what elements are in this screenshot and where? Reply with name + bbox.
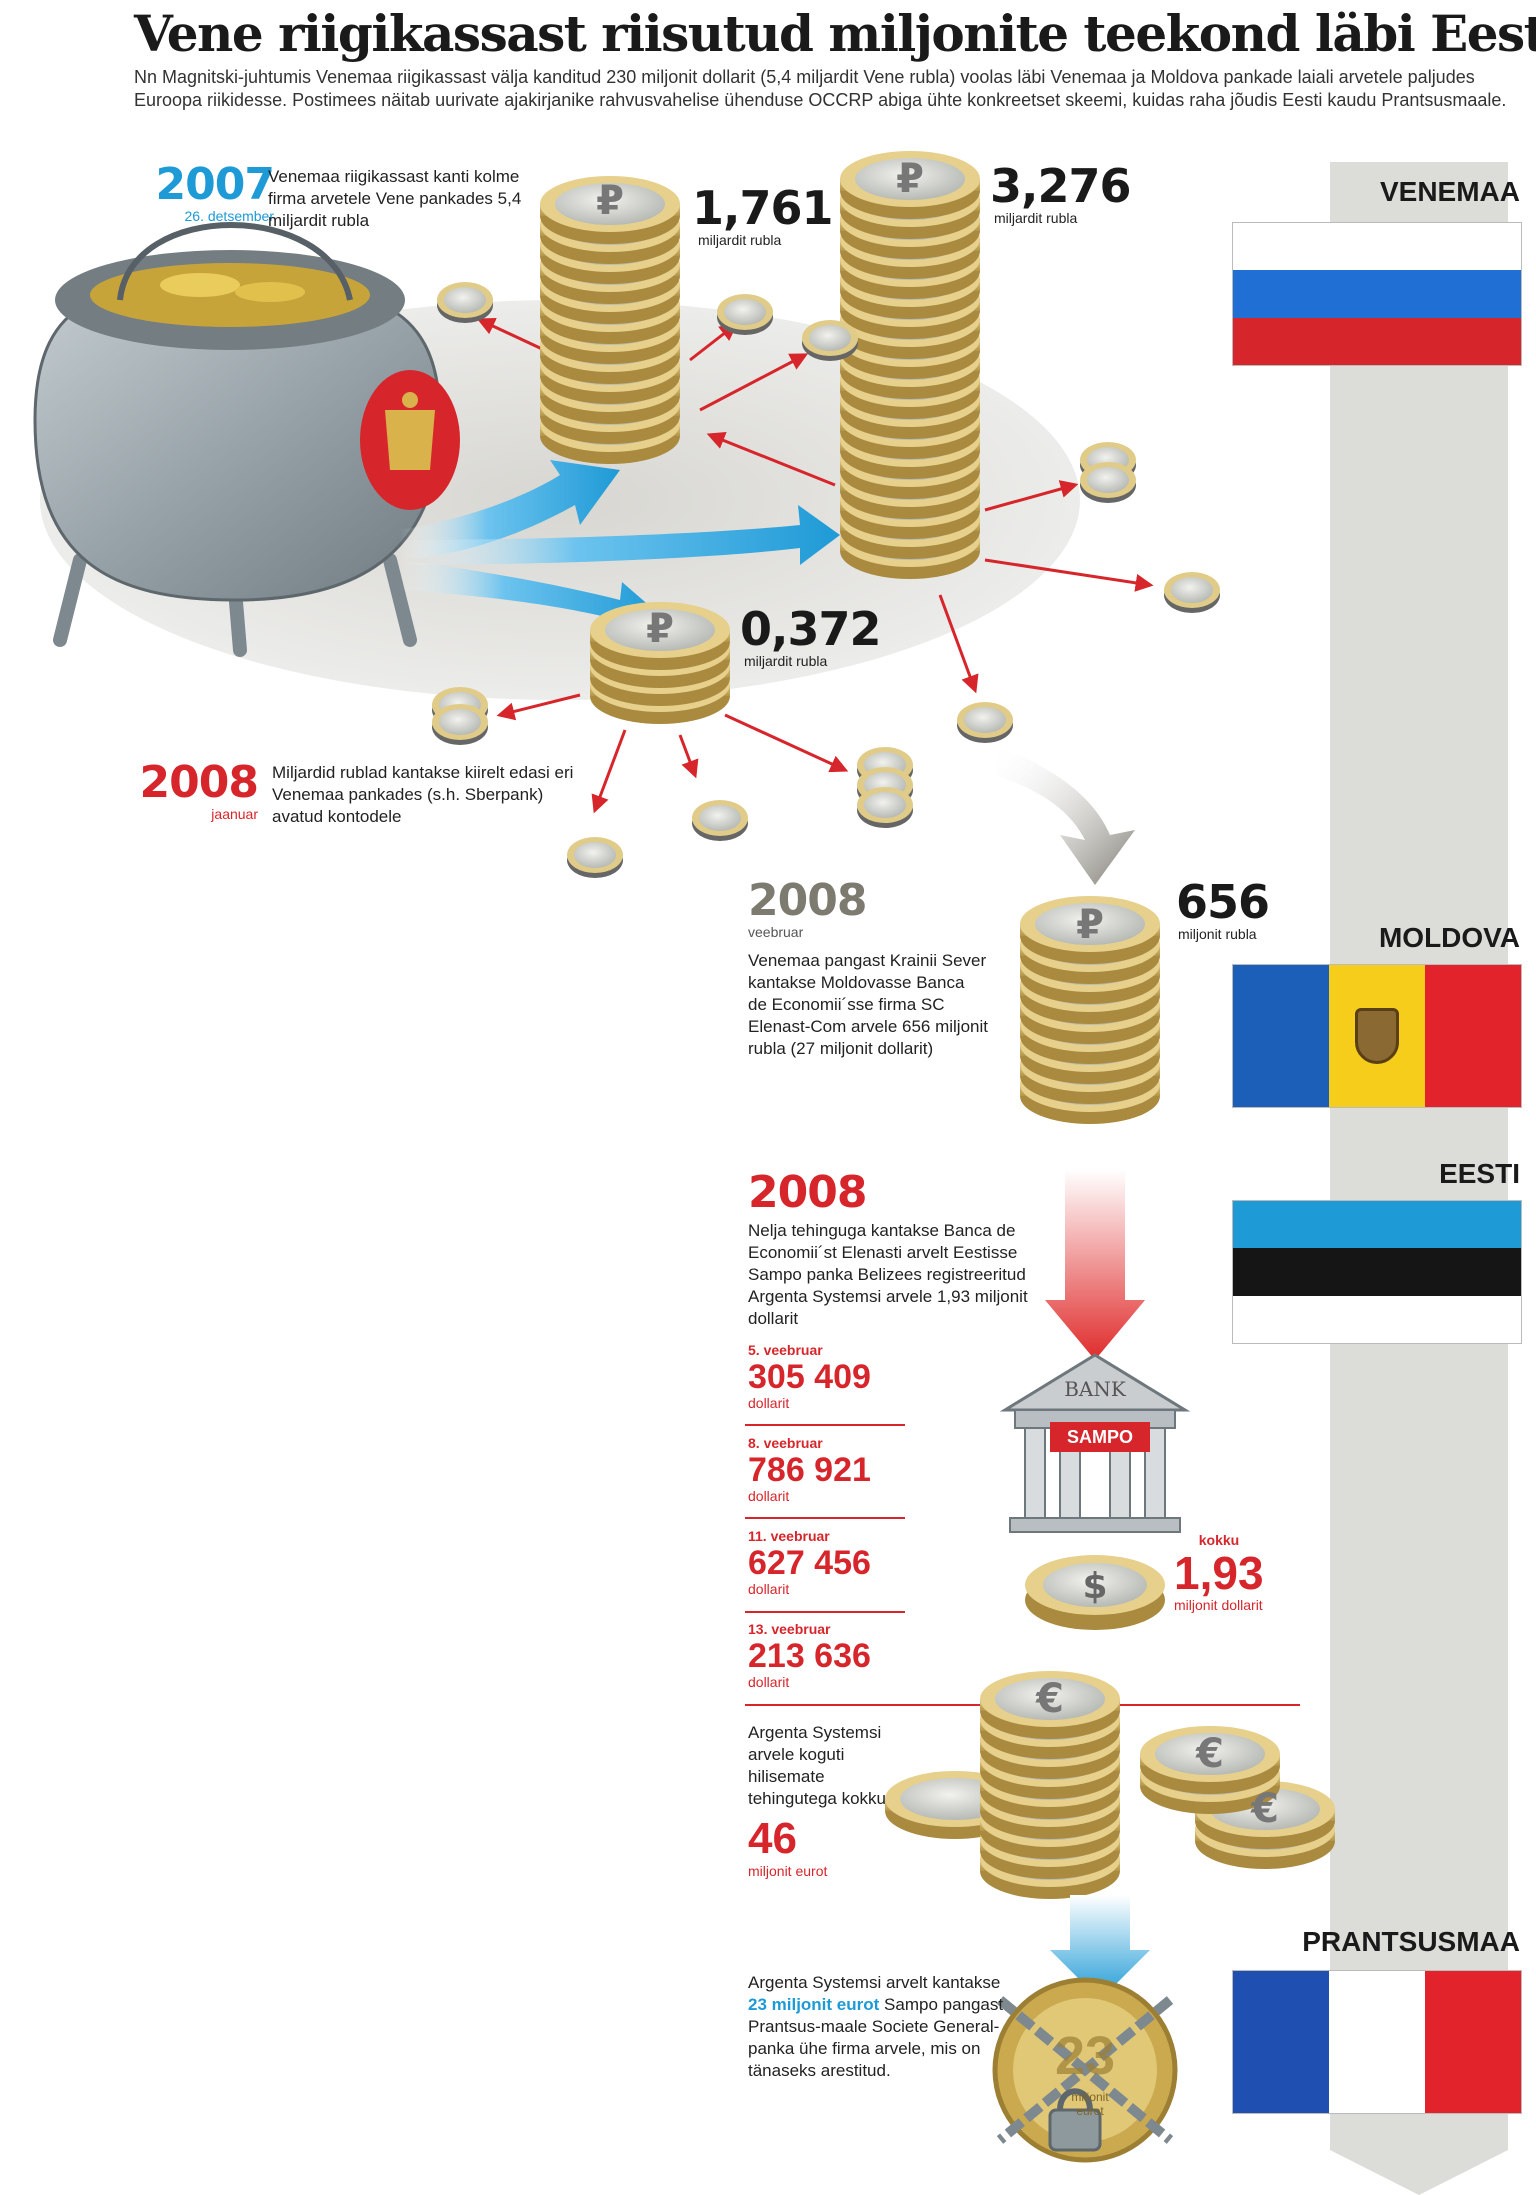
locked-coin-unit: miljonit eurot: [1060, 2090, 1120, 2118]
transaction-value: 305 409: [748, 1358, 871, 1396]
transaction-item: 5. veebruar 305 409 dollarit: [748, 1342, 918, 1435]
argenta-text: Argenta Systemsi arvele koguti hilisemat…: [748, 1723, 886, 1808]
event-2008-january-text: Miljardid rublad kantakse kiirelt edasi …: [272, 763, 574, 826]
amount-unit: miljardit rubla: [744, 653, 828, 669]
transaction-value: 786 921: [748, 1451, 871, 1489]
amount-value: 656: [1176, 875, 1270, 929]
gray-curved-arrow: [995, 745, 1135, 885]
event-year: 2008: [748, 875, 867, 926]
red-down-arrow: [1045, 1170, 1145, 1360]
country-label-estonia: EESTI: [1439, 1158, 1520, 1189]
amount-total: kokku 1,93 miljonit dollarit: [1174, 1532, 1314, 1613]
flag-estonia-icon: [1232, 1200, 1522, 1344]
bank-sign: BANK: [1064, 1377, 1126, 1401]
transaction-unit: dollarit: [748, 1674, 790, 1690]
transaction-date: 5. veebruar: [748, 1342, 823, 1358]
flag-russia-icon: [1232, 222, 1522, 366]
sampo-bank-icon: [999, 1353, 1191, 1533]
total-unit: miljonit dollarit: [1174, 1597, 1263, 1613]
amount-value: 0,372: [740, 602, 882, 656]
total-label: kokku: [1198, 1532, 1240, 1548]
transaction-item: 13. veebruar 213 636 dollarit: [748, 1621, 918, 1714]
event-text: Venemaa pangast Krainii Sever kantakse M…: [748, 951, 988, 1058]
transaction-unit: dollarit: [748, 1488, 790, 1504]
event-2007: 2007 26. detsember: [134, 159, 275, 225]
argenta-summary: Argenta Systemsi arvele koguti hilisemat…: [748, 1722, 888, 1879]
country-label-russia: VENEMAA: [1379, 176, 1520, 207]
svg-text:€: €: [1195, 1731, 1224, 1777]
france-note-post: Sampo pangast Prantsus-maale Societe Gen…: [748, 1995, 1004, 2080]
amount-2: 3,276 miljardit rubla: [990, 159, 1132, 226]
event-2007-text: Venemaa riigikassast kanti kolme firma a…: [268, 167, 522, 230]
country-label-moldova: MOLDOVA: [1378, 922, 1520, 953]
event-2008-january: 2008 jaanuar: [134, 757, 259, 823]
svg-text:₽: ₽: [646, 606, 674, 652]
svg-text:₽: ₽: [596, 178, 624, 224]
event-year: 2007: [155, 159, 275, 210]
locked-coin-unit-line: miljonit: [1071, 2090, 1109, 2104]
event-date: jaanuar: [211, 806, 258, 822]
svg-text:₽: ₽: [1076, 902, 1104, 948]
argenta-unit: miljonit eurot: [748, 1863, 828, 1879]
amount-3: 0,372 miljardit rubla: [740, 602, 882, 669]
coin-stack-2-icon: ₽: [840, 151, 980, 579]
coin-stack-1-icon: ₽: [540, 176, 680, 464]
coin-stack-moldova-icon: ₽: [1020, 896, 1160, 1124]
locked-coin-unit-line: eurot: [1076, 2104, 1104, 2118]
red-distribution-arrows: [476, 317, 1154, 814]
transaction-date: 13. veebruar: [748, 1621, 831, 1637]
transaction-date: 8. veebruar: [748, 1435, 823, 1451]
amount-unit: miljardit rubla: [698, 232, 782, 248]
page-title: Vene riigikassast riisutud miljonite tee…: [134, 4, 1536, 63]
svg-text:€: €: [1035, 1676, 1064, 1722]
blue-flow-arrows: [400, 460, 840, 640]
france-note-pre: Argenta Systemsi arvelt kantakse: [748, 1973, 1001, 1992]
event-2008-february: 2008 veebruar Venemaa pangast Krainii Se…: [748, 878, 988, 1060]
blue-down-arrow: [1050, 1895, 1150, 2000]
france-note-highlight: 23 miljonit eurot: [748, 1995, 880, 2014]
coin-stack-3-icon: ₽: [590, 602, 730, 724]
transaction-value: 213 636: [748, 1637, 871, 1675]
france-note: Argenta Systemsi arvelt kantakse 23 milj…: [748, 1972, 1008, 2082]
svg-text:₽: ₽: [896, 156, 924, 202]
transaction-unit: dollarit: [748, 1581, 790, 1597]
event-2008-estonia: 2008 Nelja tehinguga kantakse Banca de E…: [748, 1170, 1048, 1330]
flag-moldova-icon: [1232, 964, 1522, 1108]
event-year: 2008: [139, 757, 259, 808]
amount-value: 3,276: [990, 159, 1132, 213]
transaction-value: 627 456: [748, 1544, 871, 1582]
intro-text: Nn Magnitski-juhtumis Venemaa riigikassa…: [134, 67, 1507, 110]
treasury-pot-icon: [33, 222, 460, 657]
transaction-unit: dollarit: [748, 1395, 790, 1411]
country-label-france: PRANTSUSMAA: [1302, 1926, 1520, 1957]
amount-1: 1,761 miljardit rubla: [692, 181, 834, 248]
country-ribbon: [1330, 162, 1508, 2195]
locked-coin-icon: [992, 1977, 1178, 2163]
transaction-item: 11. veebruar 627 456 dollarit: [748, 1528, 918, 1621]
svg-text:$: $: [1082, 1566, 1107, 1607]
transaction-date: 11. veebruar: [748, 1528, 830, 1544]
transaction-list: 5. veebruar 305 409 dollarit 8. veebruar…: [748, 1342, 918, 1714]
svg-text:€: €: [1250, 1786, 1279, 1832]
event-text: Nelja tehinguga kantakse Banca de Econom…: [748, 1221, 1028, 1328]
amount-unit: miljardit rubla: [994, 210, 1078, 226]
dollar-coin-icon: $: [1025, 1555, 1165, 1630]
bank-name: SAMPO: [1066, 1427, 1133, 1447]
argenta-value: 46: [748, 1814, 797, 1863]
event-year: 2008: [748, 1167, 867, 1218]
event-date: veebruar: [748, 924, 804, 940]
transaction-item: 8. veebruar 786 921 dollarit: [748, 1435, 918, 1528]
total-value: 1,93: [1174, 1547, 1264, 1599]
locked-coin-value: 23: [1054, 2026, 1116, 2086]
amount-unit: miljonit rubla: [1178, 926, 1257, 942]
amount-value: 1,761: [692, 181, 834, 235]
event-date: 26. detsember: [184, 208, 275, 224]
euro-coin-pile-icon: € € €: [885, 1671, 1335, 1899]
flag-france-icon: [1232, 1970, 1522, 2114]
amount-moldova: 656 miljonit rubla: [1176, 875, 1270, 942]
